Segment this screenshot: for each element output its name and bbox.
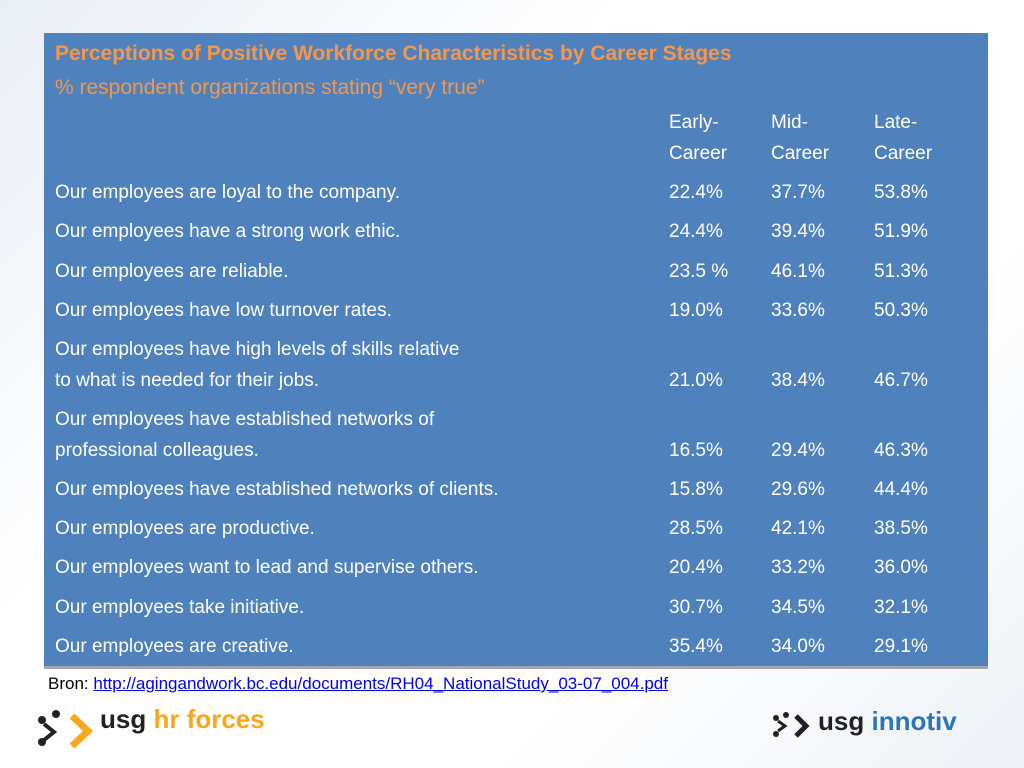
cell: 50.3% (874, 299, 928, 321)
subtitle: % respondent organizations stating “very… (55, 76, 485, 99)
cell: 30.7% (669, 596, 723, 618)
logo-product: hr forces (153, 704, 265, 734)
cell: 29.4% (771, 439, 825, 461)
cell: 28.5% (669, 518, 723, 540)
row-label: Our employees take initiative. (55, 596, 305, 618)
cell: 19.0% (669, 299, 723, 321)
logo-left: usg hr forces (100, 704, 265, 735)
cell: 51.3% (874, 260, 928, 282)
logo-product: innotiv (871, 706, 957, 736)
source: Bron: http://agingandwork.bc.edu/documen… (48, 674, 668, 694)
logo-right: usg innotiv (818, 706, 957, 737)
column-header: Career (771, 142, 830, 164)
cell: 29.1% (874, 636, 928, 657)
column-header: Career (669, 142, 728, 164)
cell: 29.6% (771, 478, 825, 500)
cell: 46.1% (771, 260, 825, 282)
row-label: Our employees have established networks … (55, 409, 435, 430)
cell: 20.4% (669, 557, 723, 579)
column-header: Early- (669, 112, 719, 133)
cell: 16.5% (669, 439, 723, 461)
cell: 38.4% (771, 369, 825, 391)
cell: 42.1% (771, 518, 825, 540)
cell: 53.8% (874, 182, 928, 203)
cell: 21.0% (669, 369, 723, 391)
row-label: Our employees are creative. (55, 636, 294, 657)
row-label: professional colleagues. (55, 439, 259, 461)
cell: 33.6% (771, 299, 825, 321)
row-label: Our employees have established networks … (55, 478, 499, 500)
cell: 32.1% (874, 596, 928, 618)
column-header: Career (874, 142, 933, 164)
cell: 33.2% (771, 557, 825, 579)
column-header: Mid- (771, 112, 808, 133)
logo-icon (38, 710, 94, 749)
source-label: Bron: (48, 674, 89, 693)
cell: 34.0% (771, 636, 825, 657)
cell: 37.7% (771, 182, 825, 203)
cell: 23.5 % (669, 260, 729, 282)
cell: 15.8% (669, 478, 723, 500)
cell: 46.7% (874, 369, 928, 391)
row-label: Our employees are reliable. (55, 260, 289, 282)
cell: 39.4% (771, 221, 825, 243)
cell: 46.3% (874, 439, 928, 461)
cell: 51.9% (874, 221, 928, 243)
source-link[interactable]: http://agingandwork.bc.edu/documents/RH0… (93, 674, 668, 693)
logo-brand: usg (818, 706, 865, 736)
cell: 34.5% (771, 596, 825, 618)
row-label: Our employees have a strong work ethic. (55, 221, 401, 243)
cell: 38.5% (874, 518, 928, 540)
row-label: Our employees have low turnover rates. (55, 299, 392, 321)
row-label: Our employees want to lead and supervise… (55, 557, 479, 579)
logo-brand: usg (100, 704, 147, 734)
cell: 35.4% (669, 636, 723, 657)
cell: 44.4% (874, 478, 928, 500)
row-label: Our employees are loyal to the company. (55, 182, 400, 203)
row-label: to what is needed for their jobs. (55, 369, 320, 391)
logo-icon (773, 712, 810, 738)
cell: 36.0% (874, 557, 928, 579)
row-label: Our employees are productive. (55, 518, 315, 540)
row-label: Our employees have high levels of skills… (55, 339, 460, 361)
cell: 24.4% (669, 221, 723, 243)
cell: 22.4% (669, 182, 723, 203)
title: Perceptions of Positive Workforce Charac… (55, 42, 732, 65)
table-panel (44, 33, 988, 669)
column-header: Late- (874, 112, 918, 133)
